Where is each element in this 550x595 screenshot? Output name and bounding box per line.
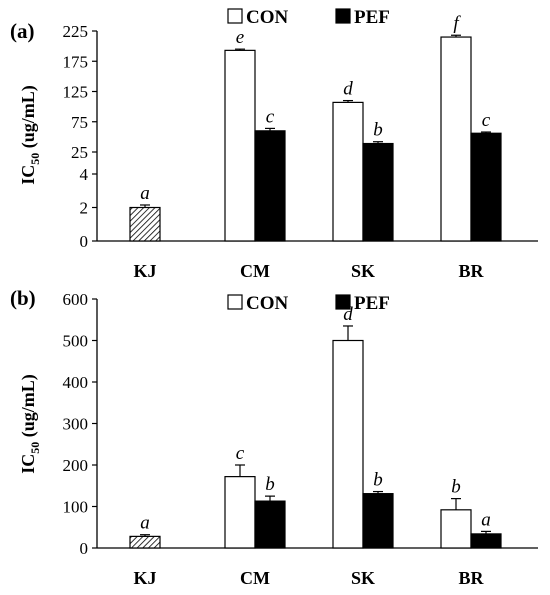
y-tick-label: 600 bbox=[63, 290, 89, 309]
y-tick-label: 25 bbox=[71, 143, 88, 162]
legend-label-pef: PEF bbox=[354, 293, 390, 314]
bar-con-br bbox=[440, 509, 472, 549]
x-category-label: CM bbox=[240, 568, 270, 588]
x-category-label: SK bbox=[351, 568, 375, 588]
bar-pef-cm bbox=[254, 130, 286, 242]
bar-reference-kj bbox=[129, 206, 161, 242]
legend-swatch-con bbox=[227, 8, 243, 24]
chart-panel-b: (b) CON PEF IC50 (ug/mL) 0 100 200 300 400 500 600… bbox=[10, 286, 538, 588]
bar-pef-br bbox=[470, 533, 502, 549]
bar-con-sk bbox=[332, 101, 364, 242]
y-axis-label: IC50 (ug/mL) bbox=[18, 374, 42, 474]
chart-panel-a: (a) CON PEF IC50 (ug/mL) 0 2 4 25 75 125 175 225 KJ C… bbox=[10, 7, 538, 281]
significance-letter: c bbox=[266, 106, 275, 127]
significance-letter: d bbox=[343, 304, 353, 325]
y-tick-label: 2 bbox=[80, 199, 89, 218]
y-tick-label: 225 bbox=[63, 22, 89, 41]
significance-letter: b bbox=[373, 470, 383, 491]
y-axis-label-sub: 50 bbox=[28, 442, 42, 454]
legend-label-con: CON bbox=[246, 293, 289, 314]
y-tick-label: 125 bbox=[63, 83, 89, 102]
y-tick-label: 175 bbox=[63, 52, 89, 71]
y-tick-label: 400 bbox=[63, 373, 89, 392]
y-tick-label: 200 bbox=[63, 456, 89, 475]
bar-pef-sk bbox=[362, 493, 394, 549]
bar-reference-kj bbox=[129, 535, 161, 549]
y-axis-label: IC50 (ug/mL) bbox=[18, 85, 42, 185]
significance-letter: d bbox=[343, 79, 353, 100]
legend-label-con: CON bbox=[246, 7, 289, 28]
significance-letter: f bbox=[453, 13, 461, 34]
significance-letter: c bbox=[236, 443, 245, 464]
y-axis-label-main: IC bbox=[18, 454, 38, 474]
x-category-label: KJ bbox=[133, 568, 156, 588]
y-tick-label: 300 bbox=[63, 415, 89, 434]
x-category-label: CM bbox=[240, 261, 270, 281]
x-category-label: SK bbox=[351, 261, 375, 281]
legend-swatch-con bbox=[227, 294, 243, 310]
y-axis-label-sub: 50 bbox=[28, 153, 42, 165]
x-category-label: BR bbox=[458, 261, 484, 281]
significance-letter: c bbox=[482, 110, 491, 131]
significance-letter: b bbox=[373, 120, 383, 141]
significance-letter: a bbox=[140, 183, 150, 204]
y-axis-label-units: (ug/mL) bbox=[18, 374, 39, 442]
bar-pef-br bbox=[470, 132, 502, 242]
significance-letter: b bbox=[265, 474, 275, 495]
y-axis-label-main: IC bbox=[18, 165, 38, 185]
y-tick-label: 0 bbox=[80, 232, 89, 251]
y-tick-label: 4 bbox=[80, 165, 89, 184]
bar-pef-cm bbox=[254, 500, 286, 549]
x-category-label: KJ bbox=[133, 261, 156, 281]
panel-label: (b) bbox=[10, 286, 36, 310]
significance-letter: a bbox=[481, 509, 491, 530]
bar-pef-sk bbox=[362, 142, 394, 242]
panel-label: (a) bbox=[10, 19, 35, 43]
bar-con-cm bbox=[224, 476, 256, 549]
y-tick-label: 0 bbox=[80, 539, 89, 558]
y-tick-label: 100 bbox=[63, 498, 89, 517]
bar-con-cm bbox=[224, 49, 256, 242]
significance-letter: a bbox=[140, 513, 150, 534]
bar-con-sk bbox=[332, 339, 364, 549]
significance-letter: b bbox=[451, 477, 461, 498]
y-tick-label: 500 bbox=[63, 332, 89, 351]
x-category-label: BR bbox=[458, 568, 484, 588]
bar-con-br bbox=[440, 36, 472, 242]
significance-letter: e bbox=[236, 27, 244, 48]
legend-label-pef: PEF bbox=[354, 7, 390, 28]
legend-swatch-pef bbox=[335, 8, 351, 24]
legend-swatch-pef bbox=[335, 294, 351, 310]
y-axis-label-units: (ug/mL) bbox=[18, 85, 39, 153]
y-tick-label: 75 bbox=[71, 113, 88, 132]
